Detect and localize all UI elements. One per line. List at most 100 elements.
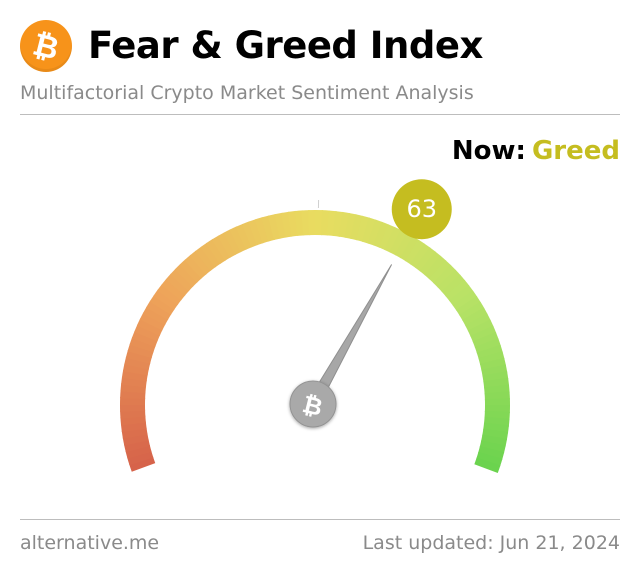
gauge-segment xyxy=(474,457,501,473)
gauge-segment xyxy=(474,338,501,354)
gauge-segment xyxy=(315,210,324,236)
gauge-segment xyxy=(482,428,509,441)
footer-divider xyxy=(20,519,620,520)
gauge-segment xyxy=(455,295,482,316)
gauge-segment xyxy=(205,238,226,265)
gauge-segment xyxy=(123,439,151,453)
gauge-segment xyxy=(373,221,390,248)
gauge-segment xyxy=(400,236,420,262)
gauge-segment xyxy=(157,283,182,306)
gauge-segment xyxy=(149,294,175,315)
gauge-segment xyxy=(445,279,470,302)
gauge-segment xyxy=(410,243,431,269)
gauge-segment xyxy=(484,405,510,414)
gauge-segment xyxy=(223,229,242,255)
gauge-segment xyxy=(414,247,437,272)
gauge-segment xyxy=(301,210,311,236)
gauge-segment xyxy=(367,219,383,246)
gauge-segment xyxy=(389,229,408,256)
gauge-segment xyxy=(394,232,414,259)
gauge-segment xyxy=(120,396,146,405)
gauge-segment xyxy=(479,357,507,371)
gauge-segment xyxy=(235,223,253,250)
gauge-segment xyxy=(481,434,508,447)
page-subtitle: Multifactorial Crypto Market Sentiment A… xyxy=(20,82,474,104)
gauge-segment xyxy=(378,224,396,251)
gauge-segment xyxy=(267,213,281,241)
gauge-segment xyxy=(483,422,509,434)
gauge-segment xyxy=(161,278,186,301)
gauge-segment xyxy=(470,325,497,343)
gauge-segment xyxy=(120,409,146,419)
gauge-segment xyxy=(211,235,232,261)
now-label: Now: xyxy=(451,136,526,166)
gauge-segment xyxy=(361,217,377,244)
gauge-segment xyxy=(134,324,161,342)
gauge-segment xyxy=(125,349,152,364)
header: ₿ Fear & Greed Index xyxy=(20,20,620,80)
header-divider xyxy=(20,114,620,115)
gauge-segment xyxy=(254,217,270,244)
gauge-segment xyxy=(200,242,221,268)
gauge-segment xyxy=(174,263,198,287)
source-link[interactable]: alternative.me xyxy=(20,532,160,554)
value-label: 63 xyxy=(406,195,437,223)
gauge-segment xyxy=(478,446,505,461)
sentiment-gauge: ₿ 63 xyxy=(120,179,510,473)
gauge-segment xyxy=(344,212,357,239)
page-title: Fear & Greed Index xyxy=(88,24,483,67)
value-badge: 63 xyxy=(391,179,452,240)
gauge-segment xyxy=(452,290,478,311)
gauge-segment xyxy=(308,209,317,236)
gauge-segment xyxy=(136,318,163,336)
gauge-segment xyxy=(170,268,194,292)
gauge-segment xyxy=(350,214,364,241)
gauge-segment xyxy=(194,246,217,272)
gauge-segment xyxy=(472,331,499,348)
classification-label: Greed xyxy=(531,136,620,166)
gauge-segment xyxy=(129,456,156,472)
gauge-segment xyxy=(142,306,169,326)
gauge-segment xyxy=(217,232,237,258)
gauge-segment xyxy=(437,269,461,293)
gauge-segment xyxy=(433,264,457,288)
gauge-segment xyxy=(338,211,351,238)
gauge-segment xyxy=(165,273,190,296)
gauge-segment xyxy=(122,433,149,446)
gauge-segment xyxy=(139,312,166,331)
gauge-segment xyxy=(125,444,152,459)
gauge-segment xyxy=(189,250,212,275)
gauge-segment xyxy=(129,337,156,353)
gauge-segment xyxy=(127,450,154,466)
gauge-segment xyxy=(405,239,426,265)
gauge-segment xyxy=(261,215,276,242)
gauge-segment xyxy=(448,284,474,307)
gauge-segment xyxy=(384,226,402,253)
bitcoin-icon: ₿ xyxy=(29,26,62,67)
gauge-segment xyxy=(459,301,485,322)
gauge-segment xyxy=(179,259,203,283)
gauge-segment xyxy=(428,260,452,284)
gauge-segment xyxy=(248,219,264,246)
gauge-segment xyxy=(462,307,488,327)
gauge-segment xyxy=(122,363,149,376)
needle-hub: ₿ xyxy=(289,380,337,428)
gauge-segment xyxy=(484,398,510,407)
gauge-segment xyxy=(146,300,172,320)
gauge-segment xyxy=(120,403,146,412)
gauge-segment xyxy=(467,319,494,337)
gauge-segment xyxy=(481,364,508,377)
gauge-segment xyxy=(484,391,510,401)
gauge-segment xyxy=(441,274,466,297)
gauge-segment xyxy=(121,376,147,388)
gauge-segment xyxy=(476,344,503,360)
svg-text:₿: ₿ xyxy=(29,26,62,67)
gauge-segment xyxy=(274,212,287,239)
gauge-arc xyxy=(120,200,510,473)
gauge-segment xyxy=(476,451,503,467)
gauge-segment xyxy=(127,343,154,359)
gauge-segment xyxy=(356,215,371,242)
gauge-segment xyxy=(124,356,151,370)
gauge-segment xyxy=(419,251,442,276)
gauge-segment xyxy=(184,254,207,279)
